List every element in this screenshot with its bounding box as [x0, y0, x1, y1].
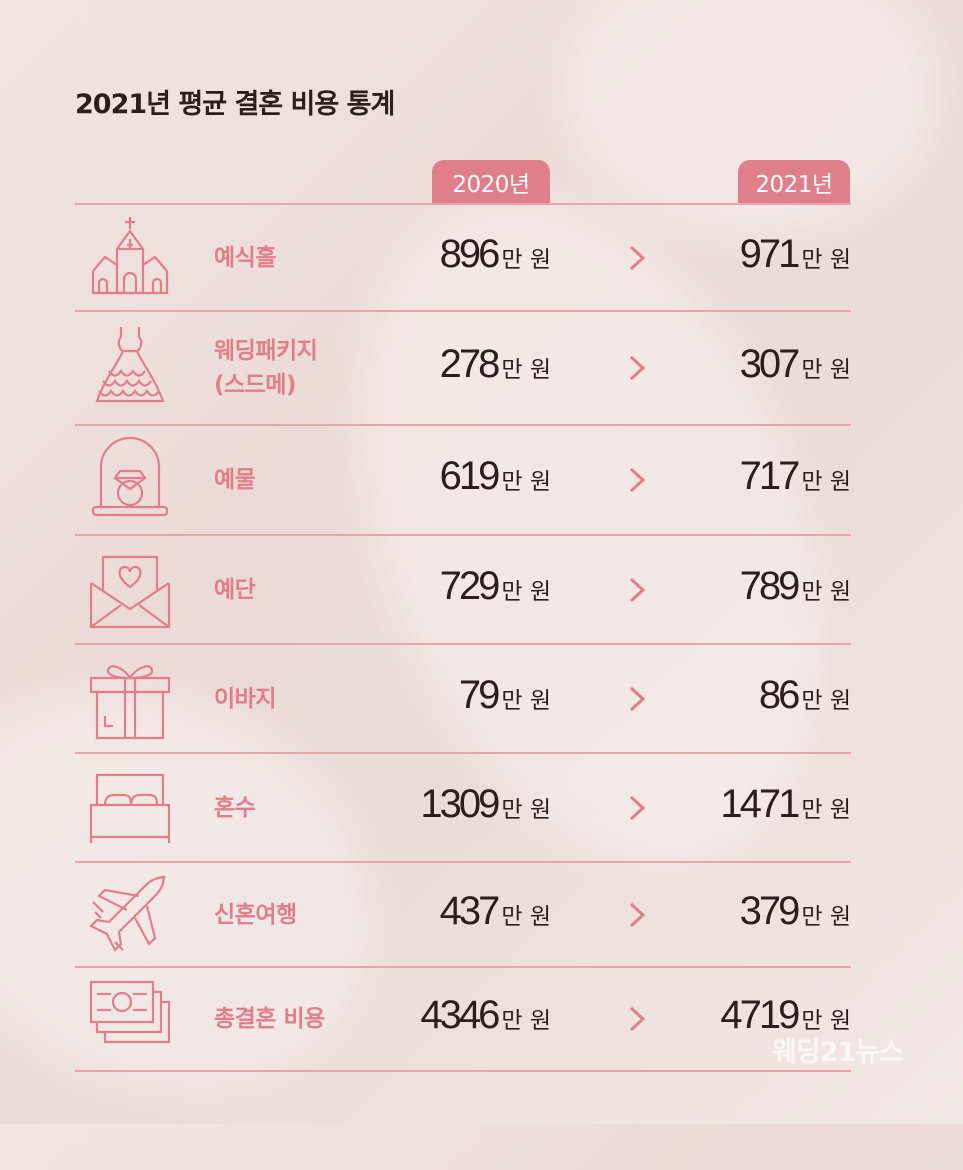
table-rule — [75, 203, 851, 205]
value-2021: 1471 만 원 — [720, 782, 851, 827]
row-label: 예단 — [214, 576, 256, 603]
airplane-icon — [87, 872, 173, 958]
table-rule — [75, 643, 851, 645]
value-2020-number: 729 — [439, 563, 501, 608]
row-label: 신혼여행 — [214, 901, 297, 928]
value-2021-unit: 만 원 — [801, 469, 851, 495]
chevron-right-icon — [621, 1004, 651, 1034]
value-2021-number: 4719 — [720, 993, 800, 1037]
value-2020-number: 437 — [439, 888, 501, 933]
value-2020-unit: 만 원 — [501, 796, 551, 823]
value-2020-number: 4346 — [420, 993, 500, 1037]
wedding-dress-icon — [87, 325, 173, 411]
table-rule — [75, 861, 851, 863]
value-2021: 789 만 원 — [740, 564, 851, 609]
chevron-right-icon — [621, 243, 651, 273]
row-label: 혼수 — [214, 794, 256, 821]
heart-envelope-icon — [87, 547, 173, 633]
value-2021-number: 789 — [739, 563, 801, 608]
table-row: 이바지 79 만 원 86 만 원 — [75, 644, 851, 753]
table-row: 예단 729 만 원 789 만 원 — [75, 535, 851, 644]
table-row: 혼수 1309 만 원 1471 만 원 — [75, 753, 851, 862]
value-2021-number: 1471 — [720, 781, 800, 826]
value-2020: 79 만 원 — [459, 673, 551, 718]
value-2020: 729 만 원 — [440, 564, 551, 609]
watermark: 웨딩21뉴스 — [772, 1037, 904, 1068]
value-2020-unit: 만 원 — [501, 687, 551, 714]
value-2021: 307 만 원 — [740, 342, 851, 387]
table-rule — [75, 966, 851, 968]
table-rule — [75, 310, 851, 312]
value-2020-number: 619 — [439, 454, 501, 498]
ring-box-icon — [87, 436, 173, 523]
value-2021-number: 971 — [739, 231, 801, 276]
row-label: 총결혼 비용 — [214, 1006, 325, 1032]
value-2021: 971 만 원 — [740, 232, 851, 277]
value-2020-number: 79 — [458, 672, 500, 717]
gift-box-icon — [87, 656, 173, 742]
value-2020: 437 만 원 — [440, 889, 551, 934]
column-header-2020: 2020년 — [432, 160, 550, 204]
value-2021: 717 만 원 — [740, 454, 851, 499]
row-label: 예식홀 — [214, 244, 276, 271]
table-row: 신혼여행 437 만 원 379 만 원 — [75, 862, 851, 967]
value-2020-unit: 만 원 — [501, 246, 551, 273]
value-2020: 1309 만 원 — [420, 782, 551, 827]
value-2021-number: 307 — [739, 342, 801, 386]
chevron-right-icon — [621, 900, 651, 930]
table-rule — [75, 424, 851, 426]
cash-stack-icon — [87, 976, 173, 1062]
table-row: 예식홀 896 만 원 971 만 원 — [75, 204, 851, 311]
row-label: 예물 — [214, 467, 256, 493]
value-2021-number: 717 — [739, 454, 801, 498]
bed-icon — [87, 765, 173, 851]
table-rule — [75, 752, 851, 754]
value-2021-unit: 만 원 — [801, 687, 851, 714]
table-row: 예물 619 만 원 717 만 원 — [75, 425, 851, 535]
value-2020-number: 278 — [439, 342, 501, 386]
value-2021: 86 만 원 — [759, 673, 851, 718]
page-title: 2021년 평균 결혼 비용 통계 — [75, 89, 395, 120]
value-2021: 4719 만 원 — [720, 993, 851, 1038]
row-label: 웨딩패키지 (스드메) — [214, 338, 318, 398]
value-2020: 278 만 원 — [440, 342, 551, 387]
table-row: 웨딩패키지 (스드메) 278 만 원 307 만 원 — [75, 311, 851, 425]
table-rule — [75, 534, 851, 536]
table-row: 총결혼 비용 4346 만 원 4719 만 원 — [75, 967, 851, 1071]
value-2021-unit: 만 원 — [801, 903, 851, 930]
value-2021-unit: 만 원 — [801, 578, 851, 605]
value-2021-unit: 만 원 — [801, 246, 851, 273]
value-2021-number: 379 — [739, 888, 801, 933]
row-label: 이바지 — [214, 685, 276, 712]
value-2020-unit: 만 원 — [501, 469, 551, 495]
value-2020-unit: 만 원 — [501, 578, 551, 605]
chevron-right-icon — [621, 575, 651, 605]
column-header-2021: 2021년 — [738, 160, 850, 204]
value-2021-unit: 만 원 — [801, 1008, 851, 1034]
value-2021-unit: 만 원 — [801, 357, 851, 383]
value-2020-number: 1309 — [420, 781, 500, 826]
chevron-right-icon — [621, 465, 651, 495]
value-2020-unit: 만 원 — [501, 903, 551, 930]
chevron-right-icon — [621, 793, 651, 823]
value-2020-number: 896 — [439, 231, 501, 276]
wedding-hall-icon — [87, 215, 173, 301]
chevron-right-icon — [621, 353, 651, 383]
value-2020: 619 만 원 — [440, 454, 551, 499]
value-2020: 4346 만 원 — [420, 993, 551, 1038]
value-2021: 379 만 원 — [740, 889, 851, 934]
value-2020: 896 만 원 — [440, 232, 551, 277]
value-2020-unit: 만 원 — [501, 357, 551, 383]
value-2020-unit: 만 원 — [501, 1008, 551, 1034]
table-rule — [75, 1070, 851, 1072]
value-2021-number: 86 — [758, 672, 800, 717]
chevron-right-icon — [621, 684, 651, 714]
value-2021-unit: 만 원 — [801, 796, 851, 823]
